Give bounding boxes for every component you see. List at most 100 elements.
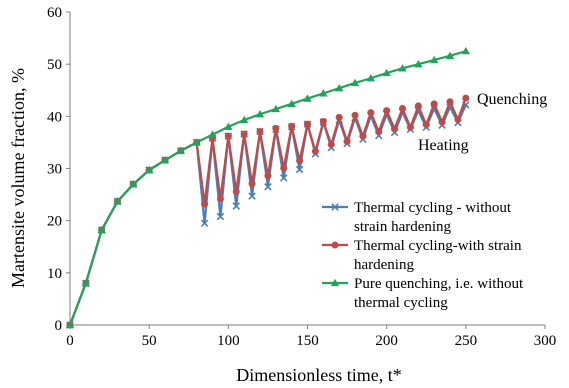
data-point [383,107,391,115]
x-axis-title: Dimensionless time, t* [236,365,402,385]
data-point [201,200,209,208]
data-point [296,157,304,165]
data-point [429,55,439,64]
data-point [454,115,462,123]
data-point [240,130,248,138]
data-point [414,59,423,68]
annotation-quenching: Quenching [477,91,547,108]
data-point [391,125,399,133]
axes [66,11,546,329]
data-point [430,100,438,108]
data-point [239,115,249,124]
data-point [461,46,471,55]
data-point [248,180,256,188]
legend-swatch-marker [330,278,340,287]
data-point [287,99,296,107]
data-point [224,122,233,130]
data-point [176,146,186,154]
x-tick-label: 0 [66,333,74,349]
data-point [279,174,288,182]
data-point [304,120,311,128]
data-point [382,68,391,77]
data-point [280,164,288,172]
data-point [264,172,272,180]
y-tick-label: 40 [47,109,62,125]
legend-item: Pure quenching, i.e. without thermal cycl… [322,276,524,311]
x-tick-label: 100 [217,333,240,349]
data-point [438,118,446,126]
legend: Thermal cycling - without strain hardenin… [322,200,524,311]
data-point [343,137,351,145]
data-point [445,51,455,59]
data-point [350,78,360,87]
data-point [272,124,280,132]
data-point [216,195,224,203]
data-point [406,123,414,131]
y-tick-label: 20 [47,214,62,230]
data-point [232,202,241,210]
data-point [200,219,209,228]
data-point [160,155,170,164]
data-point [366,74,376,82]
data-point [81,279,91,287]
data-point [97,225,106,234]
data-point [327,141,335,149]
y-axis-title: Martensite volume fraction, % [8,68,28,288]
legend-label: strain hardening [354,219,452,235]
data-point [192,138,201,146]
legend-item: Thermal cycling-with strain hardening [322,238,522,273]
data-point [375,127,383,135]
data-point [255,110,265,118]
data-point [398,64,407,72]
data-point [335,113,343,121]
data-point [367,109,375,117]
legend-label: Pure quenching, i.e. without [354,276,524,292]
data-point [288,122,296,130]
y-tick-label: 30 [47,162,62,178]
x-tick-label: 300 [534,333,557,349]
data-point [311,147,319,155]
y-tick-label: 10 [47,266,62,282]
legend-label: hardening [354,257,414,273]
data-point [319,89,328,97]
legend-swatch-marker [331,203,339,211]
data-point [399,105,406,113]
data-point [359,132,367,140]
legend-item: Thermal cycling - without strain hardenin… [322,200,512,235]
data-point [216,212,225,221]
data-point [334,83,344,92]
data-point [295,165,304,174]
y-tick-label: 60 [47,5,62,21]
tick-labels: 0 50 100 150 200 250 300 0 10 20 30 40 50 60 [47,5,556,349]
data-point [422,121,430,129]
x-tick-label: 200 [375,333,398,349]
data-point [224,132,232,140]
data-point [462,94,470,102]
data-point [129,179,138,188]
data-point [208,130,217,138]
y-tick-label: 0 [55,318,63,334]
y-tick-label: 50 [47,57,62,73]
legend-label: thermal cycling [354,295,448,311]
data-point [248,192,256,200]
series-3 [65,46,471,329]
legend-label: Thermal cycling - without [354,200,512,216]
legend-label: Thermal cycling-with strain [354,238,522,254]
data-point [144,165,154,174]
data-point [319,118,327,126]
data-point [113,197,122,205]
x-tick-label: 150 [296,333,319,349]
data-point [446,98,454,106]
data-point [264,182,272,191]
data-point [303,94,312,102]
data-point [271,104,281,113]
x-tick-label: 50 [142,333,157,349]
data-point [232,187,240,195]
legend-swatch-marker [331,241,339,249]
x-tick-label: 250 [455,333,478,349]
data-point [65,320,75,329]
data-point [414,102,422,110]
annotation-heating: Heating [418,137,469,154]
data-point [256,127,264,135]
